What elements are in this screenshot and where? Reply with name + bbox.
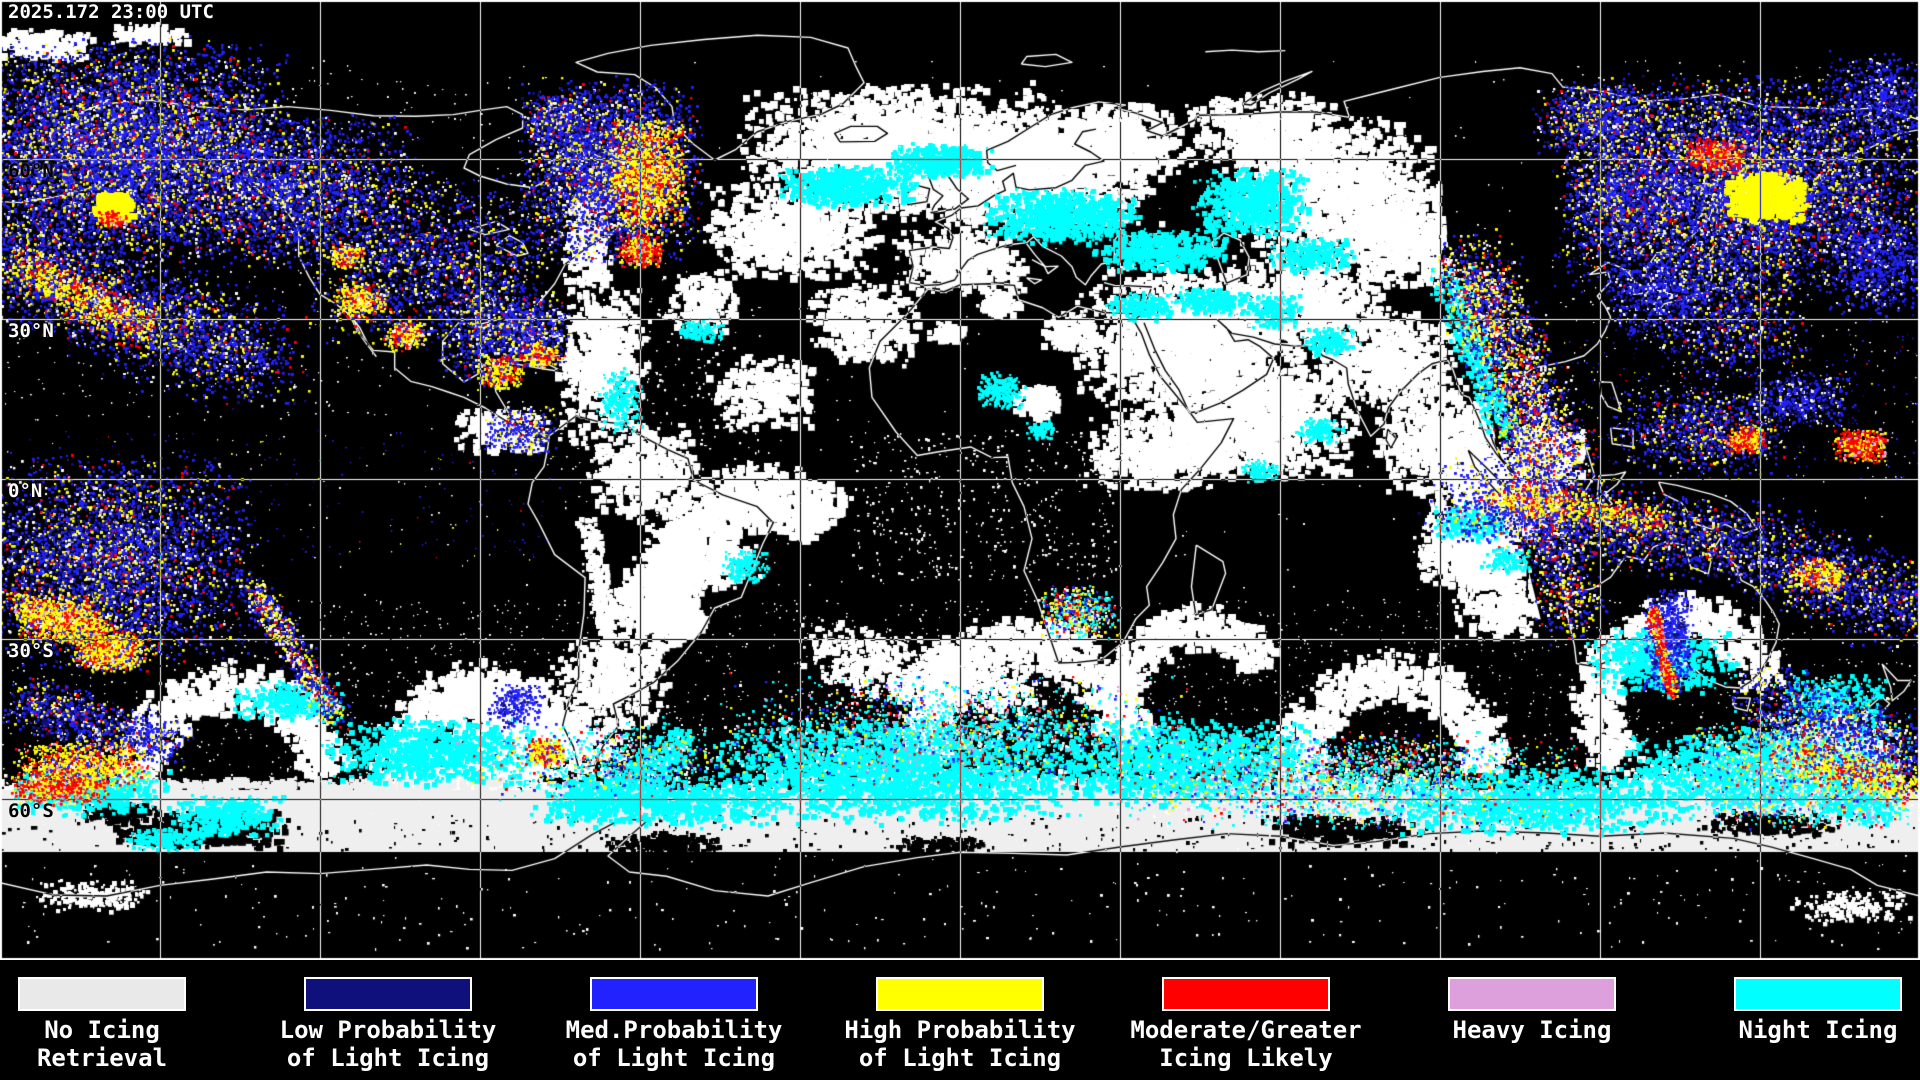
- legend-label: Heavy Icing: [1452, 1016, 1612, 1044]
- world-icing-map: [0, 0, 1920, 960]
- legend-swatch-high-prob: [876, 977, 1044, 1011]
- legend-swatch-heavy-icing: [1448, 977, 1616, 1011]
- legend-label: Night Icing: [1738, 1016, 1898, 1044]
- legend-swatch-night-icing: [1734, 977, 1902, 1011]
- legend-label: High Probability of Light Icing: [844, 1016, 1076, 1072]
- legend-label: Med.Probability of Light Icing: [565, 1016, 783, 1072]
- latitude-label: 0°N: [8, 480, 43, 502]
- legend-label: Moderate/Greater Icing Likely: [1130, 1016, 1362, 1072]
- legend-item-high-prob: High Probability of Light Icing: [810, 960, 1110, 1072]
- legend-label: No Icing Retrieval: [36, 1016, 168, 1072]
- legend-item-mod-greater: Moderate/Greater Icing Likely: [1096, 960, 1396, 1072]
- timestamp-label: 2025.172 23:00 UTC: [8, 1, 214, 23]
- legend-label: Low Probability of Light Icing: [279, 1016, 497, 1072]
- latitude-label: 30°N: [8, 320, 54, 342]
- legend-item-low-prob: Low Probability of Light Icing: [238, 960, 538, 1072]
- legend-item-heavy-icing: Heavy Icing: [1382, 960, 1682, 1044]
- legend-swatch-low-prob: [304, 977, 472, 1011]
- legend-item-night-icing: Night Icing: [1668, 960, 1920, 1044]
- legend-item-med-prob: Med.Probability of Light Icing: [524, 960, 824, 1072]
- latitude-label: 60°N: [8, 160, 54, 182]
- legend-swatch-mod-greater: [1162, 977, 1330, 1011]
- legend-swatch-no-icing: [18, 977, 186, 1011]
- legend-swatch-med-prob: [590, 977, 758, 1011]
- latitude-label: 30°S: [8, 640, 54, 662]
- legend-bar: No Icing Retrieval Low Probability of Lig…: [0, 960, 1920, 1080]
- legend-item-no-icing: No Icing Retrieval: [0, 960, 252, 1072]
- latitude-label: 60°S: [8, 800, 54, 822]
